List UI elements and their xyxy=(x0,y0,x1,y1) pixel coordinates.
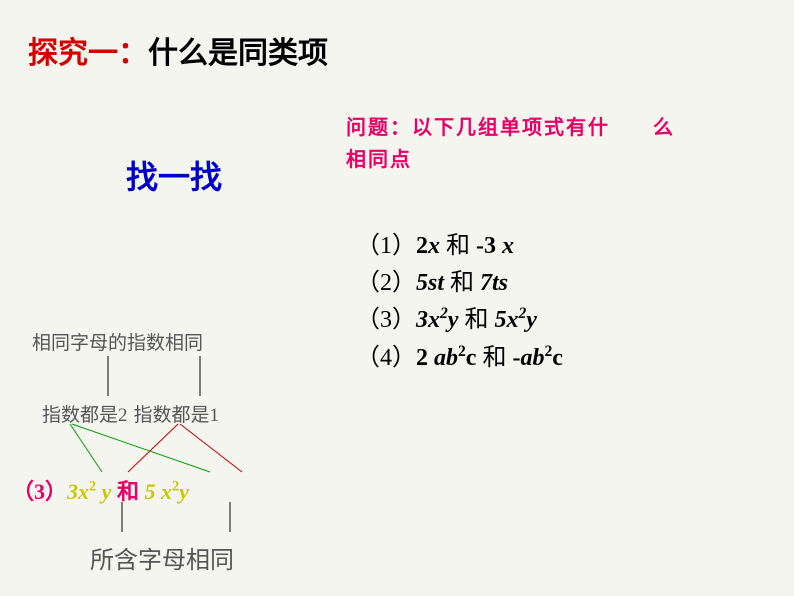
ex3-mid: 和 xyxy=(458,307,494,333)
ex3c-open: （3） xyxy=(12,479,67,504)
annotation-mid: 指数都是2 指数都是1 xyxy=(42,400,219,427)
ex3-b1: 5 xyxy=(494,307,506,333)
annotation-top: 相同字母的指数相同 xyxy=(32,328,203,355)
ex2-mid: 和 xyxy=(444,270,480,296)
examples-list: （1）2x 和 -3 x （2）5st 和 7ts （3）3x2y 和 5x2y… xyxy=(356,228,563,377)
example-2: （2）5st 和 7ts xyxy=(356,265,563,302)
annotation-bottom: 所含字母相同 xyxy=(90,540,234,575)
ex4-num: （4） xyxy=(356,345,416,371)
ex4-b2: ab xyxy=(520,345,544,371)
ex1-b: -3 xyxy=(476,233,502,259)
question-text: 问题：以下几组单项式有什 么 相同点 xyxy=(346,112,766,176)
find-heading: 找一找 xyxy=(126,152,222,198)
ex3c-mid: 和 xyxy=(111,479,144,504)
ex4-mid: 和 xyxy=(476,345,512,371)
ex2-a: 5st xyxy=(416,270,444,296)
ex3c-b1: 5 x xyxy=(144,479,172,504)
ex1-a: 2 xyxy=(416,233,428,259)
example-1: （1）2x 和 -3 x xyxy=(356,228,563,265)
annotation-mid-left: 指数都是2 xyxy=(42,405,128,426)
title-row: 探究一：什么是同类项 xyxy=(28,28,328,72)
ex3c-a3: y xyxy=(96,479,111,504)
question-line3: 相同点 xyxy=(346,149,412,171)
ex3-a4: y xyxy=(448,307,459,333)
ex3c-a1: 3x xyxy=(67,479,89,504)
example-3-highlighted: （3）3x2 y 和 5 x2y xyxy=(12,474,189,506)
ex3-num: （3） xyxy=(356,307,416,333)
question-line1: 问题：以下几组单项式有什 xyxy=(346,117,610,139)
example-3: （3）3x2y 和 5x2y xyxy=(356,302,563,339)
ex3-b2: x xyxy=(506,307,518,333)
ex1-av: x xyxy=(428,233,440,259)
ex1-mid: 和 xyxy=(440,233,476,259)
ex4-a3: 2 xyxy=(458,343,466,360)
ex4-b4: c xyxy=(552,345,563,371)
ex1-num: （1） xyxy=(356,233,416,259)
ex3-a3: 2 xyxy=(440,305,448,322)
ex4-a4: c xyxy=(466,345,477,371)
title-main: 什么是同类项 xyxy=(148,37,328,70)
ex3-a2: x xyxy=(428,307,440,333)
ex1-bv: x xyxy=(502,233,514,259)
ex4-a2: ab xyxy=(434,345,458,371)
ex3-b4: y xyxy=(526,307,537,333)
ex2-b: 7ts xyxy=(480,270,508,296)
ex3c-b3: y xyxy=(179,479,189,504)
annotation-mid-right: 指数都是1 xyxy=(134,405,220,426)
ex4-a1: 2 xyxy=(416,345,434,371)
title-prefix: 探究一： xyxy=(28,37,148,70)
ex3-a1: 3 xyxy=(416,307,428,333)
ex2-num: （2） xyxy=(356,270,416,296)
example-4: （4）2 ab2c 和 -ab2c xyxy=(356,340,563,377)
question-line2-suffix: 么 xyxy=(653,117,675,139)
